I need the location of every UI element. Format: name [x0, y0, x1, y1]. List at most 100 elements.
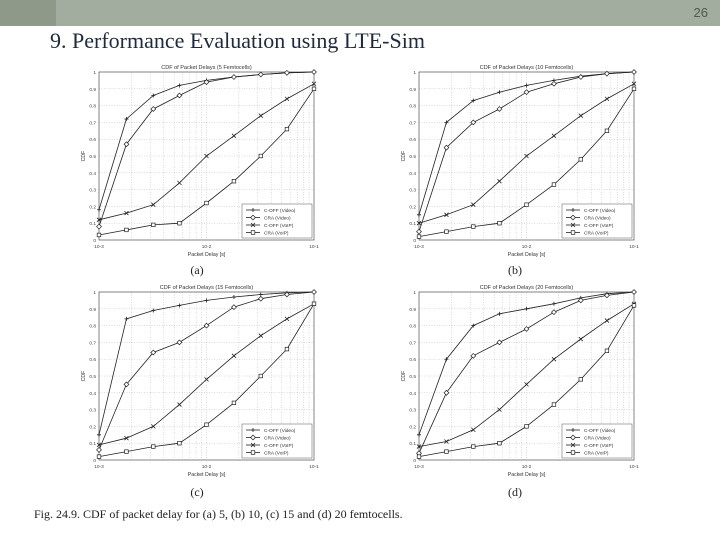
data-point: [124, 449, 129, 454]
legend: C-OFF (Video)CRA (Video) C-OFF (VoIP)CRA …: [561, 203, 633, 239]
data-point: [604, 318, 610, 323]
y-tick-label: 0.5: [409, 374, 416, 380]
legend: C-OFF (Video)CRA (Video) C-OFF (VoIP)CRA …: [561, 423, 633, 459]
chart-b: 0 0.1 0.2 0.3 0.4 0.5 0.6 0.7 0.8 0.9 1 10-3 10-2 10-…: [401, 62, 640, 260]
legend-marker: [250, 450, 256, 455]
data-point: [604, 70, 610, 77]
legend-marker: [250, 230, 256, 235]
y-tick-label: 0.7: [409, 340, 416, 346]
x-tick-label: 10-1: [629, 244, 639, 250]
y-tick-label: 0.3: [89, 408, 96, 414]
legend-label: CRA (VoIP): [584, 230, 609, 236]
data-point: [284, 316, 290, 322]
data-point: [258, 113, 264, 118]
x-tick-label: 10-2: [202, 464, 212, 470]
data-point: [604, 348, 610, 353]
legend-marker: [571, 208, 575, 212]
chart-title: CDF of Packet Delays (15 Femtocells): [160, 285, 254, 291]
data-point: [631, 289, 637, 295]
data-point: [231, 74, 237, 80]
panel-label-c: (c): [190, 485, 204, 499]
y-tick-label: 0.9: [89, 87, 96, 93]
series-diamond: [96, 69, 317, 230]
chart-svg: 0 0.1 0.2 0.3 0.4 0.5 0.6 0.7 0.8 0.9 1 10-3 10-2 10-…: [81, 285, 319, 478]
data-point: [497, 311, 502, 316]
legend-label: CRA (VoIP): [584, 450, 609, 456]
chart-title: CDF of Packet Delays (5 Femtocells): [161, 65, 252, 71]
y-tick-label: 0: [413, 458, 416, 464]
y-tick-label: 0.6: [409, 357, 416, 363]
data-point: [604, 128, 610, 133]
plot-frame: [98, 71, 315, 241]
legend-label: C-OFF (VoIP): [264, 223, 294, 229]
x-axis-label: Packet Delay [s]: [508, 472, 546, 478]
y-tick-label: 0: [93, 458, 96, 464]
data-point: [124, 117, 129, 122]
data-point: [204, 377, 209, 382]
data-point: [444, 449, 449, 454]
series-x: [96, 301, 317, 448]
y-tick-label: 0.5: [89, 154, 96, 160]
legend-label: CRA (Video): [264, 435, 291, 441]
data-point: [151, 202, 156, 208]
y-tick-label: 0.4: [409, 171, 416, 177]
y-tick-label: 0.8: [409, 324, 416, 330]
y-axis-label: CDF: [401, 371, 407, 382]
legend-label: CRA (Video): [584, 435, 611, 441]
y-tick-label: 0.5: [409, 154, 416, 160]
data-point: [96, 232, 102, 238]
top-bar-accent: [0, 0, 56, 26]
data-point: [96, 447, 102, 453]
data-point: [257, 71, 264, 78]
x-tick-label: 10-2: [202, 244, 212, 250]
data-point: [523, 326, 530, 332]
slide-number: 26: [693, 5, 708, 20]
data-point: [524, 202, 529, 207]
legend-label: C-OFF (VoIP): [264, 443, 294, 449]
data-point: [258, 373, 263, 379]
data-point: [151, 444, 156, 449]
data-point: [444, 357, 449, 362]
data-point: [551, 309, 557, 316]
data-point: [417, 212, 421, 217]
y-axis-label: CDF: [81, 371, 87, 382]
y-tick-label: 0.1: [409, 221, 416, 227]
y-tick-label: 0.7: [409, 120, 416, 126]
y-axis-label: CDF: [401, 151, 407, 162]
legend-label: C-OFF (Video): [584, 428, 616, 434]
y-tick-label: 0.5: [89, 374, 96, 380]
data-point: [124, 316, 129, 321]
series-square: [96, 301, 317, 459]
data-point: [578, 157, 583, 162]
legend-marker: [570, 450, 576, 455]
data-point: [96, 217, 102, 223]
series-square: [96, 86, 317, 238]
panel-label-d: (d): [508, 485, 522, 499]
series-square: [416, 86, 637, 239]
y-tick-label: 0.8: [89, 324, 96, 330]
data-point: [471, 202, 476, 208]
data-point: [417, 432, 421, 437]
data-point: [176, 92, 183, 99]
data-point: [497, 90, 502, 95]
x-tick-label: 10-1: [309, 244, 319, 250]
data-point: [177, 221, 182, 226]
data-point: [96, 223, 102, 230]
figure-caption: Fig. 24.9. CDF of packet delay for (a) 5…: [34, 507, 403, 521]
legend-label: CRA (VoIP): [264, 450, 289, 456]
data-point: [470, 119, 477, 126]
y-tick-label: 0.4: [89, 391, 96, 397]
x-axis-label: Packet Delay [s]: [188, 252, 226, 258]
data-point: [444, 120, 449, 125]
data-point: [311, 81, 317, 87]
data-point: [551, 182, 557, 187]
legend-marker: [570, 230, 576, 235]
legend-label: C-OFF (Video): [264, 428, 296, 434]
data-point: [258, 153, 263, 159]
y-tick-label: 0.6: [409, 137, 416, 143]
data-point: [311, 86, 317, 91]
data-point: [444, 439, 449, 444]
y-tick-label: 0.1: [89, 441, 96, 447]
data-point: [551, 133, 557, 139]
data-point: [150, 349, 157, 356]
